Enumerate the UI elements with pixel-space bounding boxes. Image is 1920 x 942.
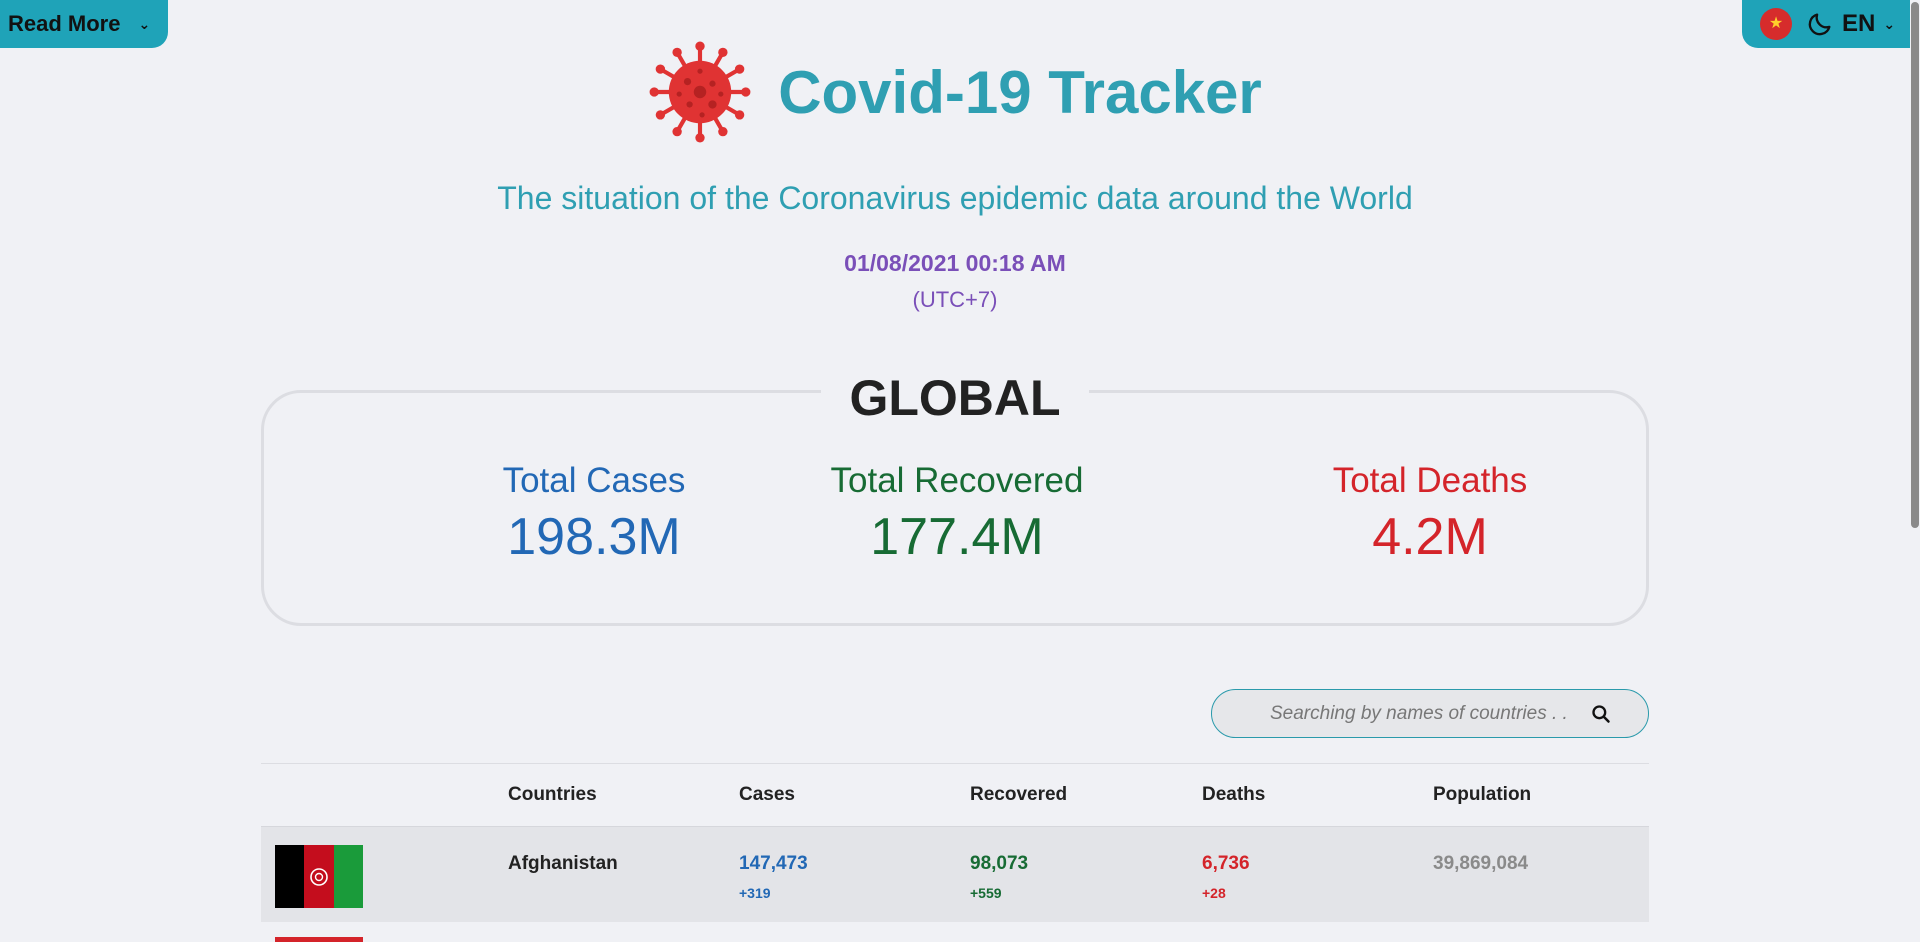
timezone-label: (UTC+7) — [912, 287, 998, 312]
table-header: Countries Cases Recovered Deaths Populat… — [261, 763, 1649, 826]
row-population: 39,869,084 — [1433, 853, 1529, 874]
next-row-flag-icon — [275, 937, 363, 942]
language-label: EN — [1842, 10, 1876, 37]
table-row[interactable]: Afghanistan 147,473 +319 98,073 +559 6,7… — [261, 826, 1649, 922]
language-selector[interactable]: EN ⌄ — [1842, 10, 1895, 38]
settings-bar: ★ EN ⌄ — [1742, 0, 1910, 48]
search-input[interactable] — [1268, 701, 1582, 726]
row-country: Afghanistan — [508, 853, 618, 874]
total-deaths-label: Total Deaths — [1332, 461, 1528, 500]
header-countries[interactable]: Countries — [508, 784, 597, 805]
header-cases[interactable]: Cases — [739, 784, 795, 805]
total-recovered-value: 177.4M — [870, 508, 1044, 566]
total-cases-stat: Total Cases 198.3M — [444, 461, 744, 567]
header-recovered[interactable]: Recovered — [970, 784, 1068, 805]
scrollbar[interactable] — [1910, 0, 1920, 942]
header-population[interactable]: Population — [1433, 784, 1532, 805]
read-more-label: Read More — [8, 11, 121, 36]
page-title: Covid-19 Tracker — [778, 58, 1262, 126]
read-more-menu[interactable]: Read More ⌄ — [0, 0, 168, 48]
chevron-down-icon: ⌄ — [138, 15, 151, 32]
row-deaths: 6,736 — [1202, 853, 1250, 874]
total-deaths-stat: Total Deaths 4.2M — [1280, 461, 1580, 567]
row-recovered-delta: +559 — [970, 885, 1002, 901]
page-subtitle: The situation of the Coronavirus epidemi… — [497, 180, 1413, 216]
global-title: GLOBAL — [821, 370, 1089, 426]
row-cases: 147,473 — [739, 853, 808, 874]
row-recovered: 98,073 — [970, 853, 1029, 874]
global-stats-panel: GLOBAL Total Cases 198.3M Total Recovere… — [261, 370, 1649, 626]
total-cases-value: 198.3M — [507, 508, 681, 566]
row-deaths-delta: +28 — [1202, 885, 1226, 901]
page-header: Covid-19 Tracker — [0, 40, 1910, 144]
chevron-down-icon: ⌄ — [1883, 15, 1896, 32]
total-recovered-stat: Total Recovered 177.4M — [807, 461, 1107, 567]
moon-icon[interactable] — [1806, 10, 1834, 38]
total-deaths-value: 4.2M — [1372, 508, 1488, 566]
afghanistan-flag-icon — [275, 845, 363, 908]
search-icon[interactable] — [1588, 701, 1614, 727]
vietnam-flag-icon[interactable]: ★ — [1760, 8, 1792, 40]
total-cases-label: Total Cases — [502, 461, 686, 500]
scrollbar-thumb[interactable] — [1911, 2, 1919, 528]
total-recovered-label: Total Recovered — [830, 461, 1084, 500]
update-datetime: 01/08/2021 00:18 AM — [844, 250, 1066, 276]
country-search — [1211, 689, 1649, 738]
countries-table: Countries Cases Recovered Deaths Populat… — [261, 763, 1649, 942]
row-cases-delta: +319 — [739, 885, 771, 901]
virus-icon — [649, 41, 751, 143]
header-deaths[interactable]: Deaths — [1202, 784, 1266, 805]
